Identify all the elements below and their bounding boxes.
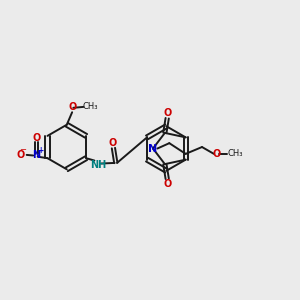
Text: CH₃: CH₃ bbox=[227, 149, 243, 158]
Text: N: N bbox=[148, 143, 158, 154]
Text: CH₃: CH₃ bbox=[82, 102, 98, 111]
Text: NH: NH bbox=[90, 160, 106, 170]
Text: O: O bbox=[108, 138, 116, 148]
Text: O: O bbox=[164, 108, 172, 118]
Text: −: − bbox=[20, 145, 27, 154]
Text: O: O bbox=[212, 149, 221, 159]
Text: O: O bbox=[16, 150, 24, 160]
Text: N: N bbox=[32, 150, 40, 160]
Text: +: + bbox=[37, 146, 44, 155]
Text: O: O bbox=[164, 179, 172, 189]
Text: O: O bbox=[68, 102, 76, 112]
Text: O: O bbox=[32, 133, 40, 143]
